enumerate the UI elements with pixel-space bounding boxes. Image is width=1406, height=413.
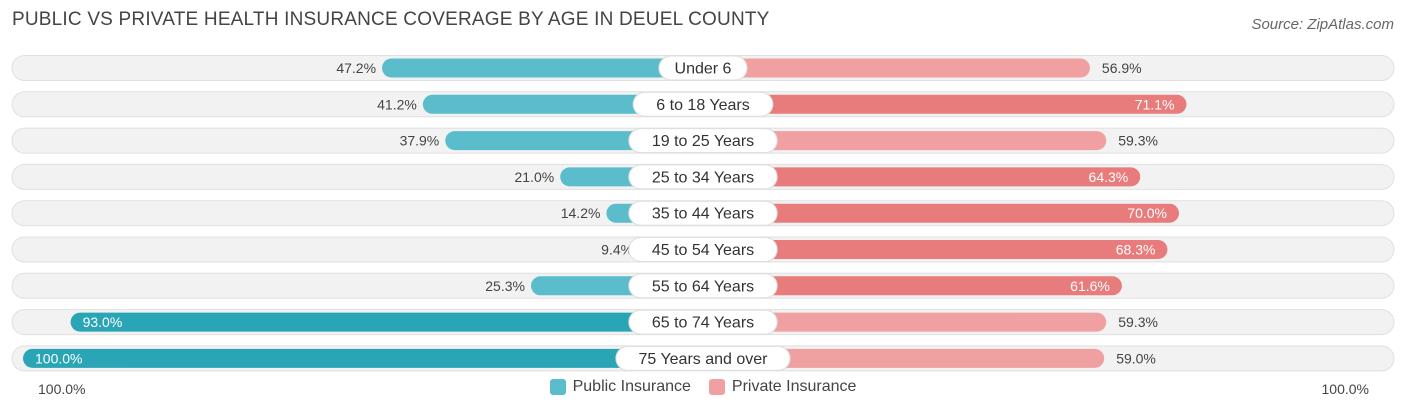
axis-left-label: 100.0% xyxy=(38,381,86,397)
public-value-label: 47.2% xyxy=(336,60,376,76)
axis-right-label: 100.0% xyxy=(1321,381,1369,397)
category-label: 25 to 34 Years xyxy=(652,169,754,186)
category-label: 55 to 64 Years xyxy=(652,278,754,295)
category-pill xyxy=(628,164,778,190)
category-pill xyxy=(632,91,774,117)
private-bar xyxy=(703,348,1105,368)
legend-item-private: Private Insurance xyxy=(708,378,857,396)
private-value-label: 64.3% xyxy=(1089,169,1129,185)
private-value-label: 70.0% xyxy=(1127,205,1167,221)
legend-swatch-public xyxy=(549,379,566,395)
public-bar xyxy=(422,94,703,114)
category-pill xyxy=(628,273,778,299)
private-value-label: 59.0% xyxy=(1116,350,1156,366)
private-value-label: 61.6% xyxy=(1070,278,1110,294)
category-pill xyxy=(628,309,778,335)
public-value-label: 9.4% xyxy=(601,242,633,258)
public-value-label: 14.2% xyxy=(561,205,601,221)
diverging-bar-chart: 47.2% 56.9% Under 6 41.2% 71.1% 6 to 18 Years… xyxy=(11,55,1395,372)
legend-swatch-private xyxy=(708,379,725,395)
public-bar xyxy=(70,312,704,332)
category-pill xyxy=(615,345,791,371)
public-value-label: 25.3% xyxy=(485,278,525,294)
public-value-label: 41.2% xyxy=(377,96,417,112)
private-value-label: 68.3% xyxy=(1116,242,1156,258)
public-value-label: 93.0% xyxy=(83,314,123,330)
private-value-label: 59.3% xyxy=(1118,133,1158,149)
private-bar xyxy=(703,94,1187,114)
legend: Public Insurance Private Insurance xyxy=(0,378,1406,396)
private-value-label: 56.9% xyxy=(1102,60,1142,76)
legend-item-public: Public Insurance xyxy=(549,378,691,396)
private-bar xyxy=(703,203,1179,223)
public-value-label: 21.0% xyxy=(514,169,554,185)
source-credit: Source: ZipAtlas.com xyxy=(1251,16,1394,33)
category-label: 6 to 18 Years xyxy=(656,97,749,114)
public-value-label: 100.0% xyxy=(35,350,82,366)
private-bar xyxy=(703,58,1090,78)
private-bar xyxy=(703,276,1122,296)
private-bar xyxy=(703,240,1168,259)
private-bar xyxy=(703,167,1141,187)
public-value-label: 37.9% xyxy=(400,133,440,149)
category-label: Under 6 xyxy=(675,61,732,78)
public-bar xyxy=(23,348,703,368)
category-label: 19 to 25 Years xyxy=(652,133,754,150)
private-bar xyxy=(703,131,1107,151)
category-pill xyxy=(628,200,778,226)
category-label: 65 to 74 Years xyxy=(652,315,754,332)
category-label: 45 to 54 Years xyxy=(652,242,754,259)
category-pill xyxy=(628,237,778,262)
category-label: 75 Years and over xyxy=(639,351,769,368)
legend-label-public: Public Insurance xyxy=(572,378,691,395)
category-pill xyxy=(658,55,748,81)
category-pill xyxy=(628,128,778,154)
public-bar xyxy=(382,58,703,78)
legend-label-private: Private Insurance xyxy=(731,378,857,395)
category-label: 35 to 44 Years xyxy=(652,206,754,223)
private-value-label: 71.1% xyxy=(1135,96,1175,112)
chart-title: PUBLIC VS PRIVATE HEALTH INSURANCE COVER… xyxy=(12,9,770,30)
private-value-label: 59.3% xyxy=(1118,314,1158,330)
private-bar xyxy=(703,312,1107,332)
